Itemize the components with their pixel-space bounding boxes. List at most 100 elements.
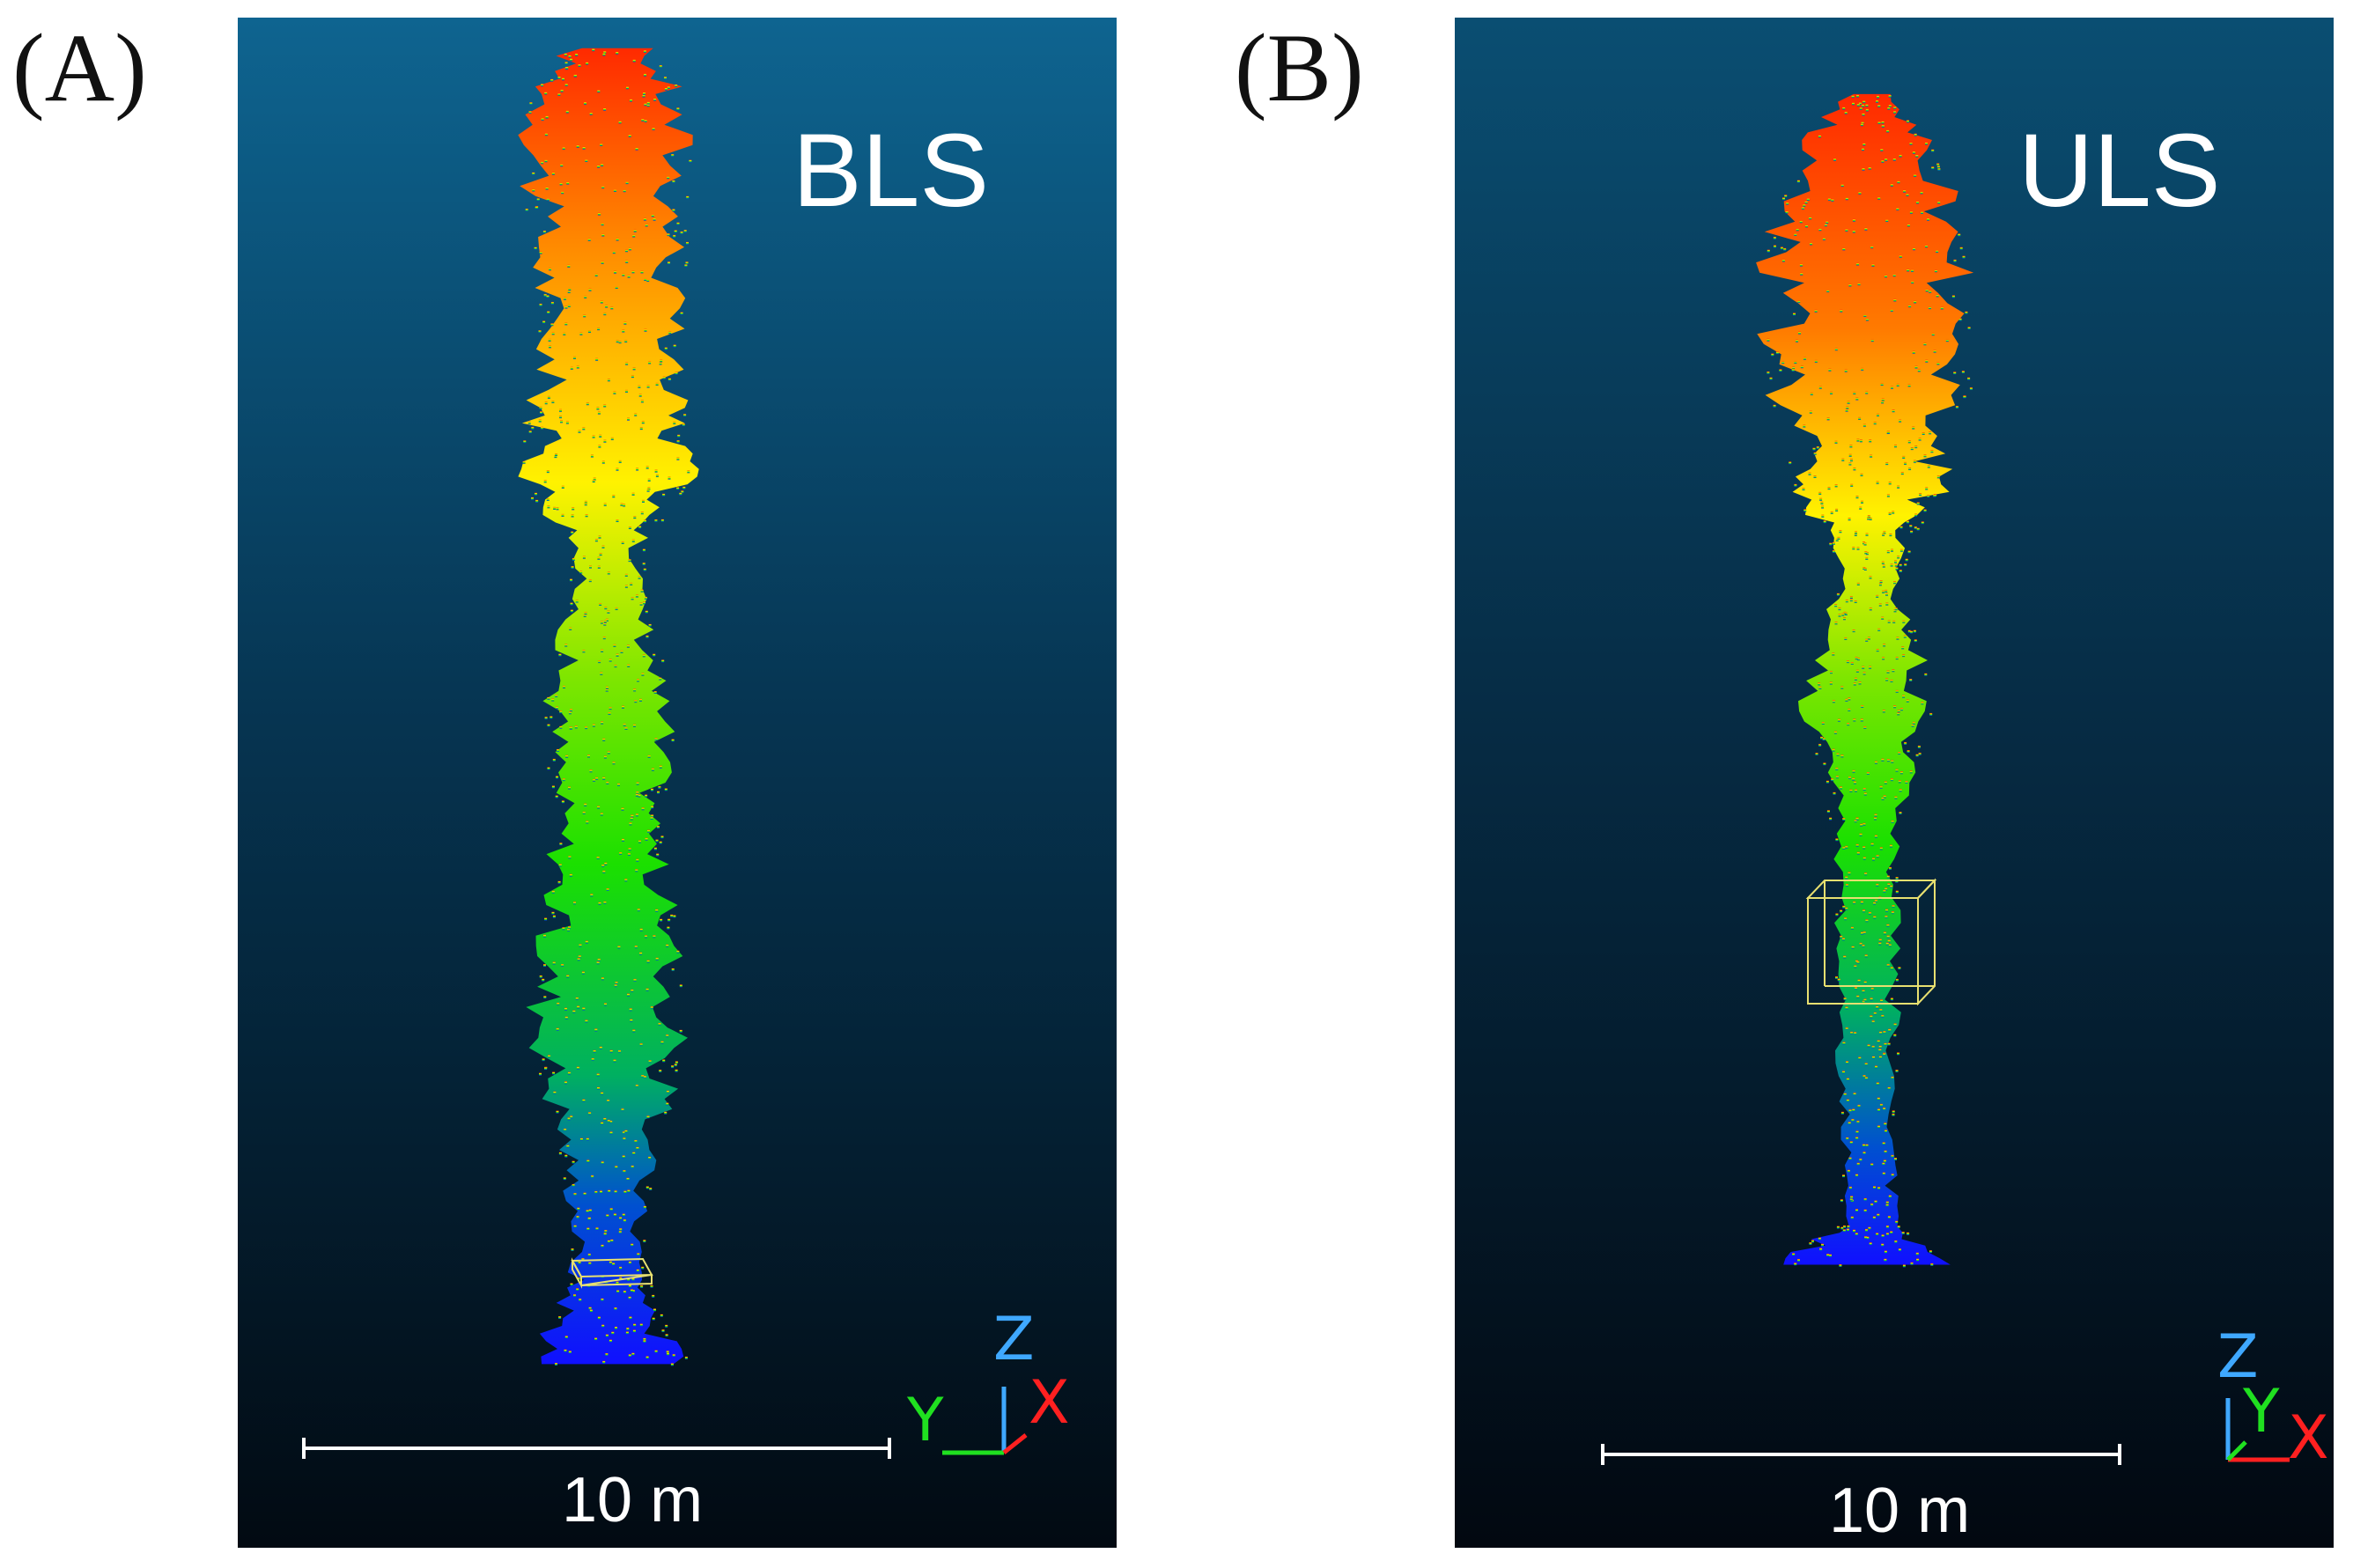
cloud-point: [582, 650, 586, 653]
cloud-point: [1855, 1137, 1859, 1140]
cloud-point: [1855, 987, 1857, 990]
cloud-point: [565, 110, 569, 114]
cloud-point: [616, 1281, 619, 1285]
cloud-point: [601, 1298, 604, 1301]
cloud-point: [1863, 981, 1867, 984]
cloud-point: [1839, 1264, 1842, 1267]
cloud-point: [622, 273, 625, 276]
cloud-point: [683, 414, 687, 417]
cloud-point: [1876, 883, 1879, 887]
cloud-point: [1841, 458, 1845, 461]
cloud-point: [1859, 1158, 1862, 1161]
cloud-point: [1894, 1240, 1898, 1243]
cloud-point: [561, 513, 564, 517]
cloud-point: [1905, 781, 1908, 784]
cloud-point: [565, 755, 569, 758]
cloud-point: [609, 1208, 613, 1211]
cloud-point: [640, 589, 644, 593]
cloud-point: [539, 303, 542, 306]
cloud-point: [1781, 361, 1785, 364]
cloud-point: [1855, 397, 1859, 401]
cloud-point: [1826, 780, 1829, 784]
cloud-point: [1862, 945, 1865, 947]
cloud-point: [1885, 158, 1888, 161]
cloud-point: [1904, 461, 1907, 465]
cloud-point: [1884, 781, 1887, 784]
cloud-point: [628, 247, 631, 251]
cloud-point: [582, 1099, 586, 1102]
cloud-point: [644, 278, 647, 281]
panel-a-point-cloud: [518, 48, 699, 1366]
cloud-point: [676, 487, 680, 490]
cloud-point: [1819, 1248, 1823, 1251]
cloud-point: [1892, 409, 1895, 413]
cloud-point: [1887, 883, 1891, 887]
cloud-point: [1881, 121, 1885, 124]
cloud-point: [636, 1146, 639, 1150]
cloud-point: [1895, 657, 1899, 660]
cloud-point: [1863, 1197, 1867, 1201]
cloud-point: [584, 803, 587, 806]
cloud-point: [555, 1363, 557, 1366]
cloud-point: [1854, 600, 1857, 603]
cloud-point: [1927, 465, 1930, 468]
cloud-point: [633, 978, 637, 982]
cloud-point: [543, 934, 546, 938]
cloud-point: [673, 915, 676, 918]
cloud-point: [1818, 682, 1821, 686]
cloud-point: [1860, 718, 1863, 722]
cloud-point: [674, 1064, 677, 1067]
cloud-point: [1862, 909, 1865, 913]
cloud-point: [649, 1188, 653, 1190]
cloud-point: [645, 635, 649, 638]
cloud-point: [593, 477, 596, 481]
cloud-point: [1862, 1152, 1866, 1155]
cloud-point: [1852, 547, 1855, 550]
cloud-point: [1832, 748, 1835, 752]
cloud-point: [568, 856, 572, 859]
cloud-point: [622, 838, 624, 842]
cloud-point: [1809, 410, 1812, 414]
cloud-point: [1865, 104, 1869, 107]
cloud-point: [609, 1120, 613, 1123]
cloud-point: [1925, 359, 1929, 363]
cloud-point: [1925, 142, 1928, 145]
cloud-point: [1855, 789, 1857, 792]
cloud-point: [618, 341, 622, 344]
cloud-point: [600, 144, 603, 146]
cloud-point: [568, 711, 572, 715]
cloud-point: [629, 822, 632, 826]
cloud-point: [1877, 1213, 1880, 1217]
cloud-point: [1864, 1063, 1868, 1066]
cloud-point: [627, 853, 631, 856]
cloud-point: [607, 571, 610, 575]
cloud-point: [666, 1102, 669, 1106]
cloud-point: [1803, 203, 1806, 207]
cloud-point: [602, 53, 606, 56]
cloud-point: [1850, 483, 1854, 487]
cloud-point: [638, 526, 642, 529]
cloud-point: [1858, 416, 1862, 420]
cloud-point: [562, 77, 564, 81]
cloud-point: [664, 77, 667, 80]
cloud-point: [621, 807, 624, 811]
cloud-point: [544, 717, 548, 720]
cloud-point: [606, 888, 609, 891]
cloud-point: [1915, 154, 1919, 158]
cloud-point: [566, 1145, 570, 1148]
cloud-point: [655, 474, 659, 477]
panel-a-selection-box: [571, 1257, 653, 1289]
cloud-point: [1896, 383, 1899, 386]
cloud-point: [546, 295, 550, 298]
cloud-point: [1855, 1209, 1858, 1212]
cloud-point: [1848, 1157, 1852, 1160]
cloud-point: [653, 98, 657, 101]
cloud-point: [1813, 452, 1817, 455]
cloud-point: [642, 563, 645, 566]
cloud-point: [1890, 778, 1893, 782]
cloud-point: [623, 321, 627, 325]
cloud-point: [644, 596, 647, 600]
cloud-point: [1872, 858, 1875, 861]
cloud-point: [630, 582, 633, 585]
cloud-point: [1852, 769, 1855, 773]
